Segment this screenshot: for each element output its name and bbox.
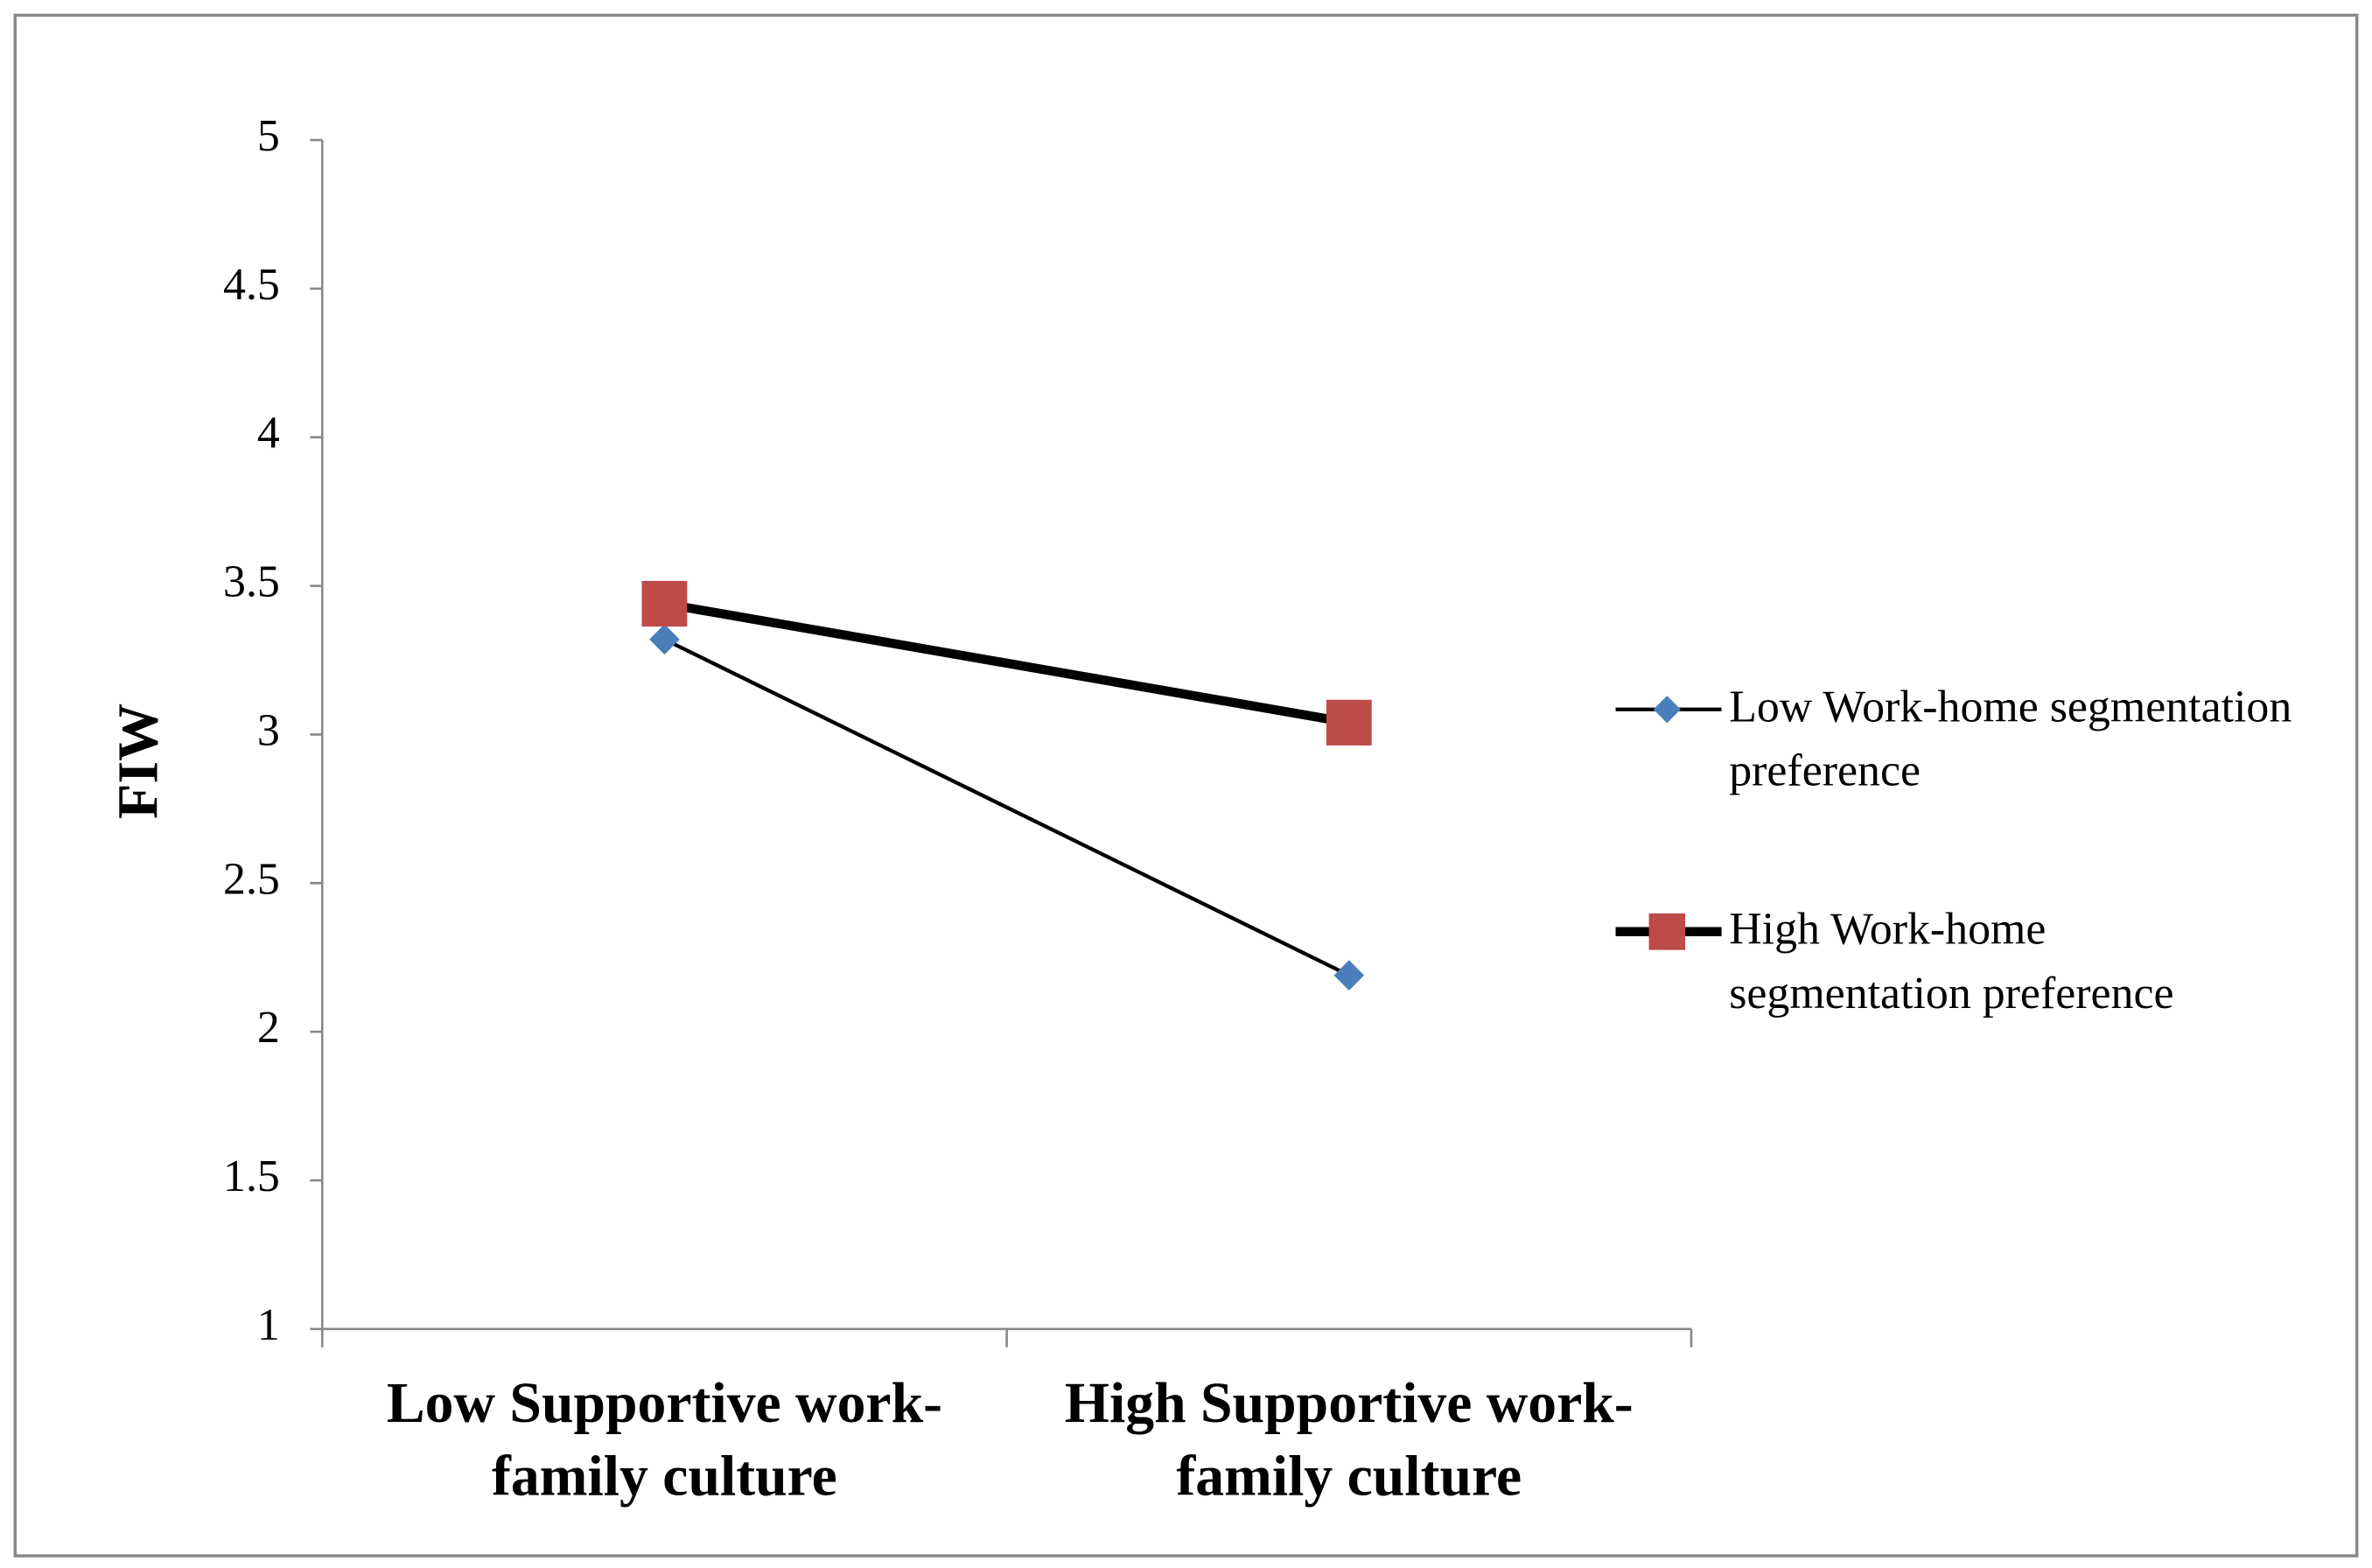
y-tick-label: 1.5 — [223, 1152, 280, 1201]
y-tick-label: 2.5 — [223, 854, 280, 904]
legend-label-box: High Work-home segmentation preference — [1729, 904, 2174, 1018]
x-tick-label: Low Supportive work-family culture — [386, 1371, 943, 1509]
legend-label: High Work-home segmentation preference — [1729, 904, 2174, 1018]
chart-border — [13, 13, 2359, 1558]
series-line — [663, 637, 1350, 977]
y-tick-label: 2 — [257, 1003, 280, 1053]
data-point — [649, 624, 680, 655]
x-tick-label-box: High Supportive work-family culture — [1064, 1371, 1634, 1509]
series-line — [663, 598, 1350, 728]
y-axis-title: FIW — [107, 704, 171, 819]
data-point — [641, 580, 688, 627]
y-tick-label: 3.5 — [223, 556, 280, 606]
y-tick-label: 3 — [257, 705, 280, 755]
y-tick-label: 4.5 — [223, 260, 280, 310]
legend-label: Low Work-home segmentation preference — [1729, 682, 2292, 796]
legend-marker — [1648, 913, 1686, 950]
data-point — [1326, 699, 1372, 746]
x-tick-label: High Supportive work-family culture — [1064, 1371, 1634, 1509]
legend-label-box: Low Work-home segmentation preference — [1729, 682, 2292, 796]
legend-marker — [1653, 696, 1681, 724]
y-tick-label: 5 — [257, 111, 280, 161]
x-tick-label-box: Low Supportive work-family culture — [386, 1371, 943, 1509]
y-tick-label: 4 — [257, 409, 280, 458]
y-tick-label: 1 — [257, 1300, 280, 1350]
